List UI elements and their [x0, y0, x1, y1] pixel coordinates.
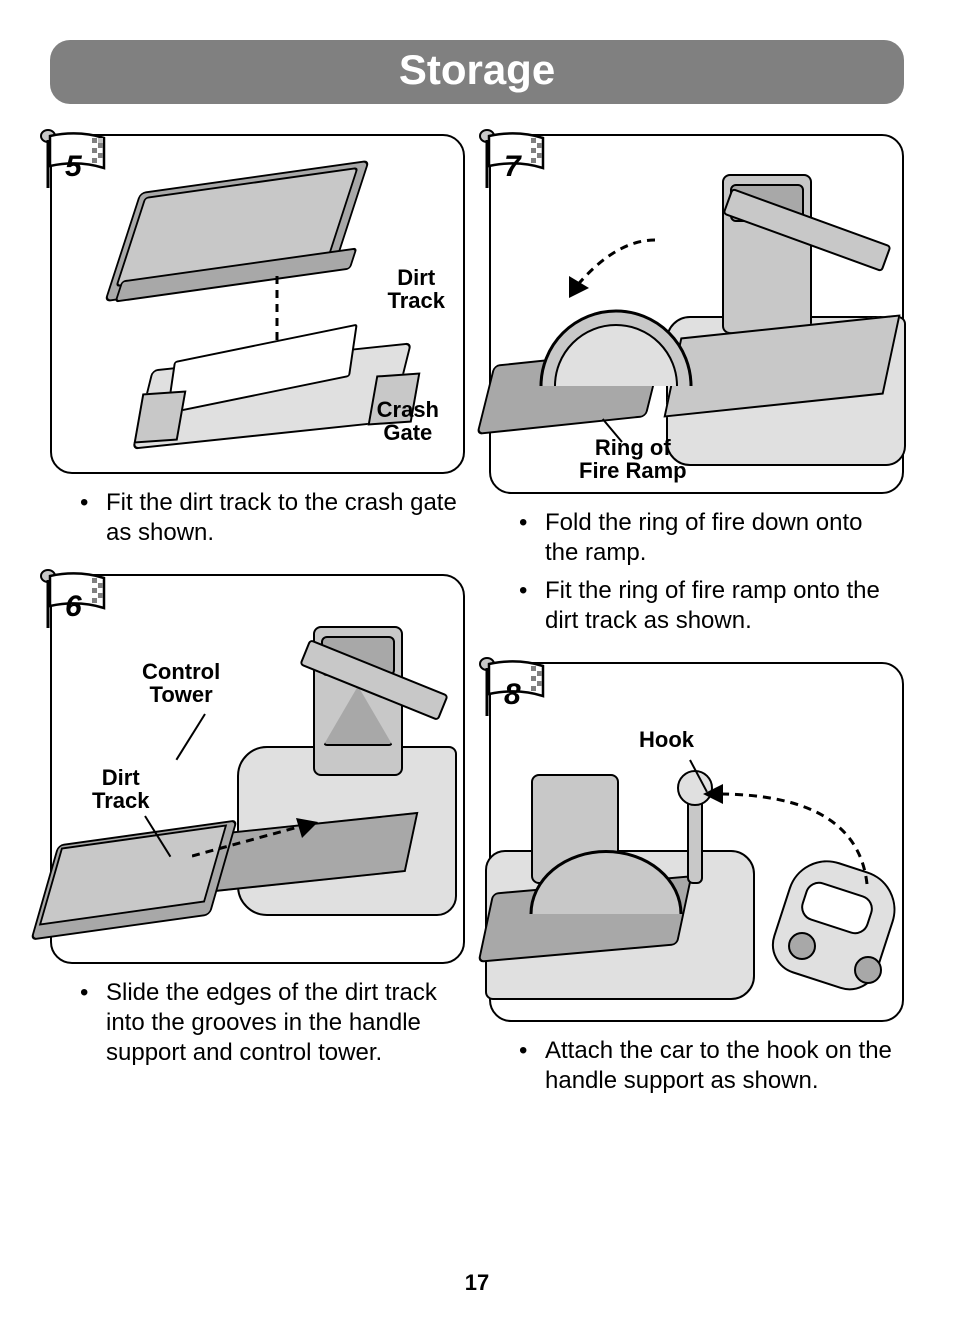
callout-hook: Hook [639, 728, 694, 751]
step-8-number: 8 [504, 678, 521, 712]
step-6-number: 6 [65, 590, 82, 624]
callout-control-tower: Control Tower [142, 660, 220, 706]
step-7: 7 [489, 134, 904, 644]
bullet-text: Fold the ring of fire down onto the ramp… [519, 508, 898, 568]
page-number: 17 [0, 1270, 954, 1296]
step-5-bullets: Fit the dirt track to the crash gate as … [50, 474, 465, 548]
callout-dirt-track: Dirt Track [388, 266, 446, 312]
bullet-text: Fit the ring of fire ramp onto the dirt … [519, 576, 898, 636]
callout-crash-gate: Crash Gate [377, 398, 439, 444]
step-5: 5 D [50, 134, 465, 556]
left-column: 5 D [50, 134, 465, 1122]
step-6-bullets: Slide the edges of the dirt track into t… [50, 964, 465, 1068]
step-7-bullets: Fold the ring of fire down onto the ramp… [489, 494, 904, 636]
callout-ring-of-fire-ramp: Ring of Fire Ramp [579, 436, 687, 482]
step-8-illustration [491, 664, 902, 1020]
step-6: 6 [50, 574, 465, 1076]
right-column: 7 [489, 134, 904, 1122]
callout-dirt-track: Dirt Track [92, 766, 150, 812]
step-8-bullets: Attach the car to the hook on the handle… [489, 1022, 904, 1096]
bullet-text: Slide the edges of the dirt track into t… [80, 978, 459, 1068]
step-7-illustration [491, 136, 902, 492]
bullet-text: Attach the car to the hook on the handle… [519, 1036, 898, 1096]
columns: 5 D [50, 134, 904, 1122]
step-7-number: 7 [504, 150, 521, 184]
step-8: 8 [489, 662, 904, 1104]
step-6-panel: 6 [50, 574, 465, 964]
step-5-number: 5 [65, 150, 82, 184]
step-7-panel: 7 [489, 134, 904, 494]
page-title-bar: Storage [50, 40, 904, 104]
step-8-panel: 8 [489, 662, 904, 1022]
bullet-text: Fit the dirt track to the crash gate as … [80, 488, 459, 548]
page-title: Storage [399, 46, 555, 93]
step-5-panel: 5 D [50, 134, 465, 474]
